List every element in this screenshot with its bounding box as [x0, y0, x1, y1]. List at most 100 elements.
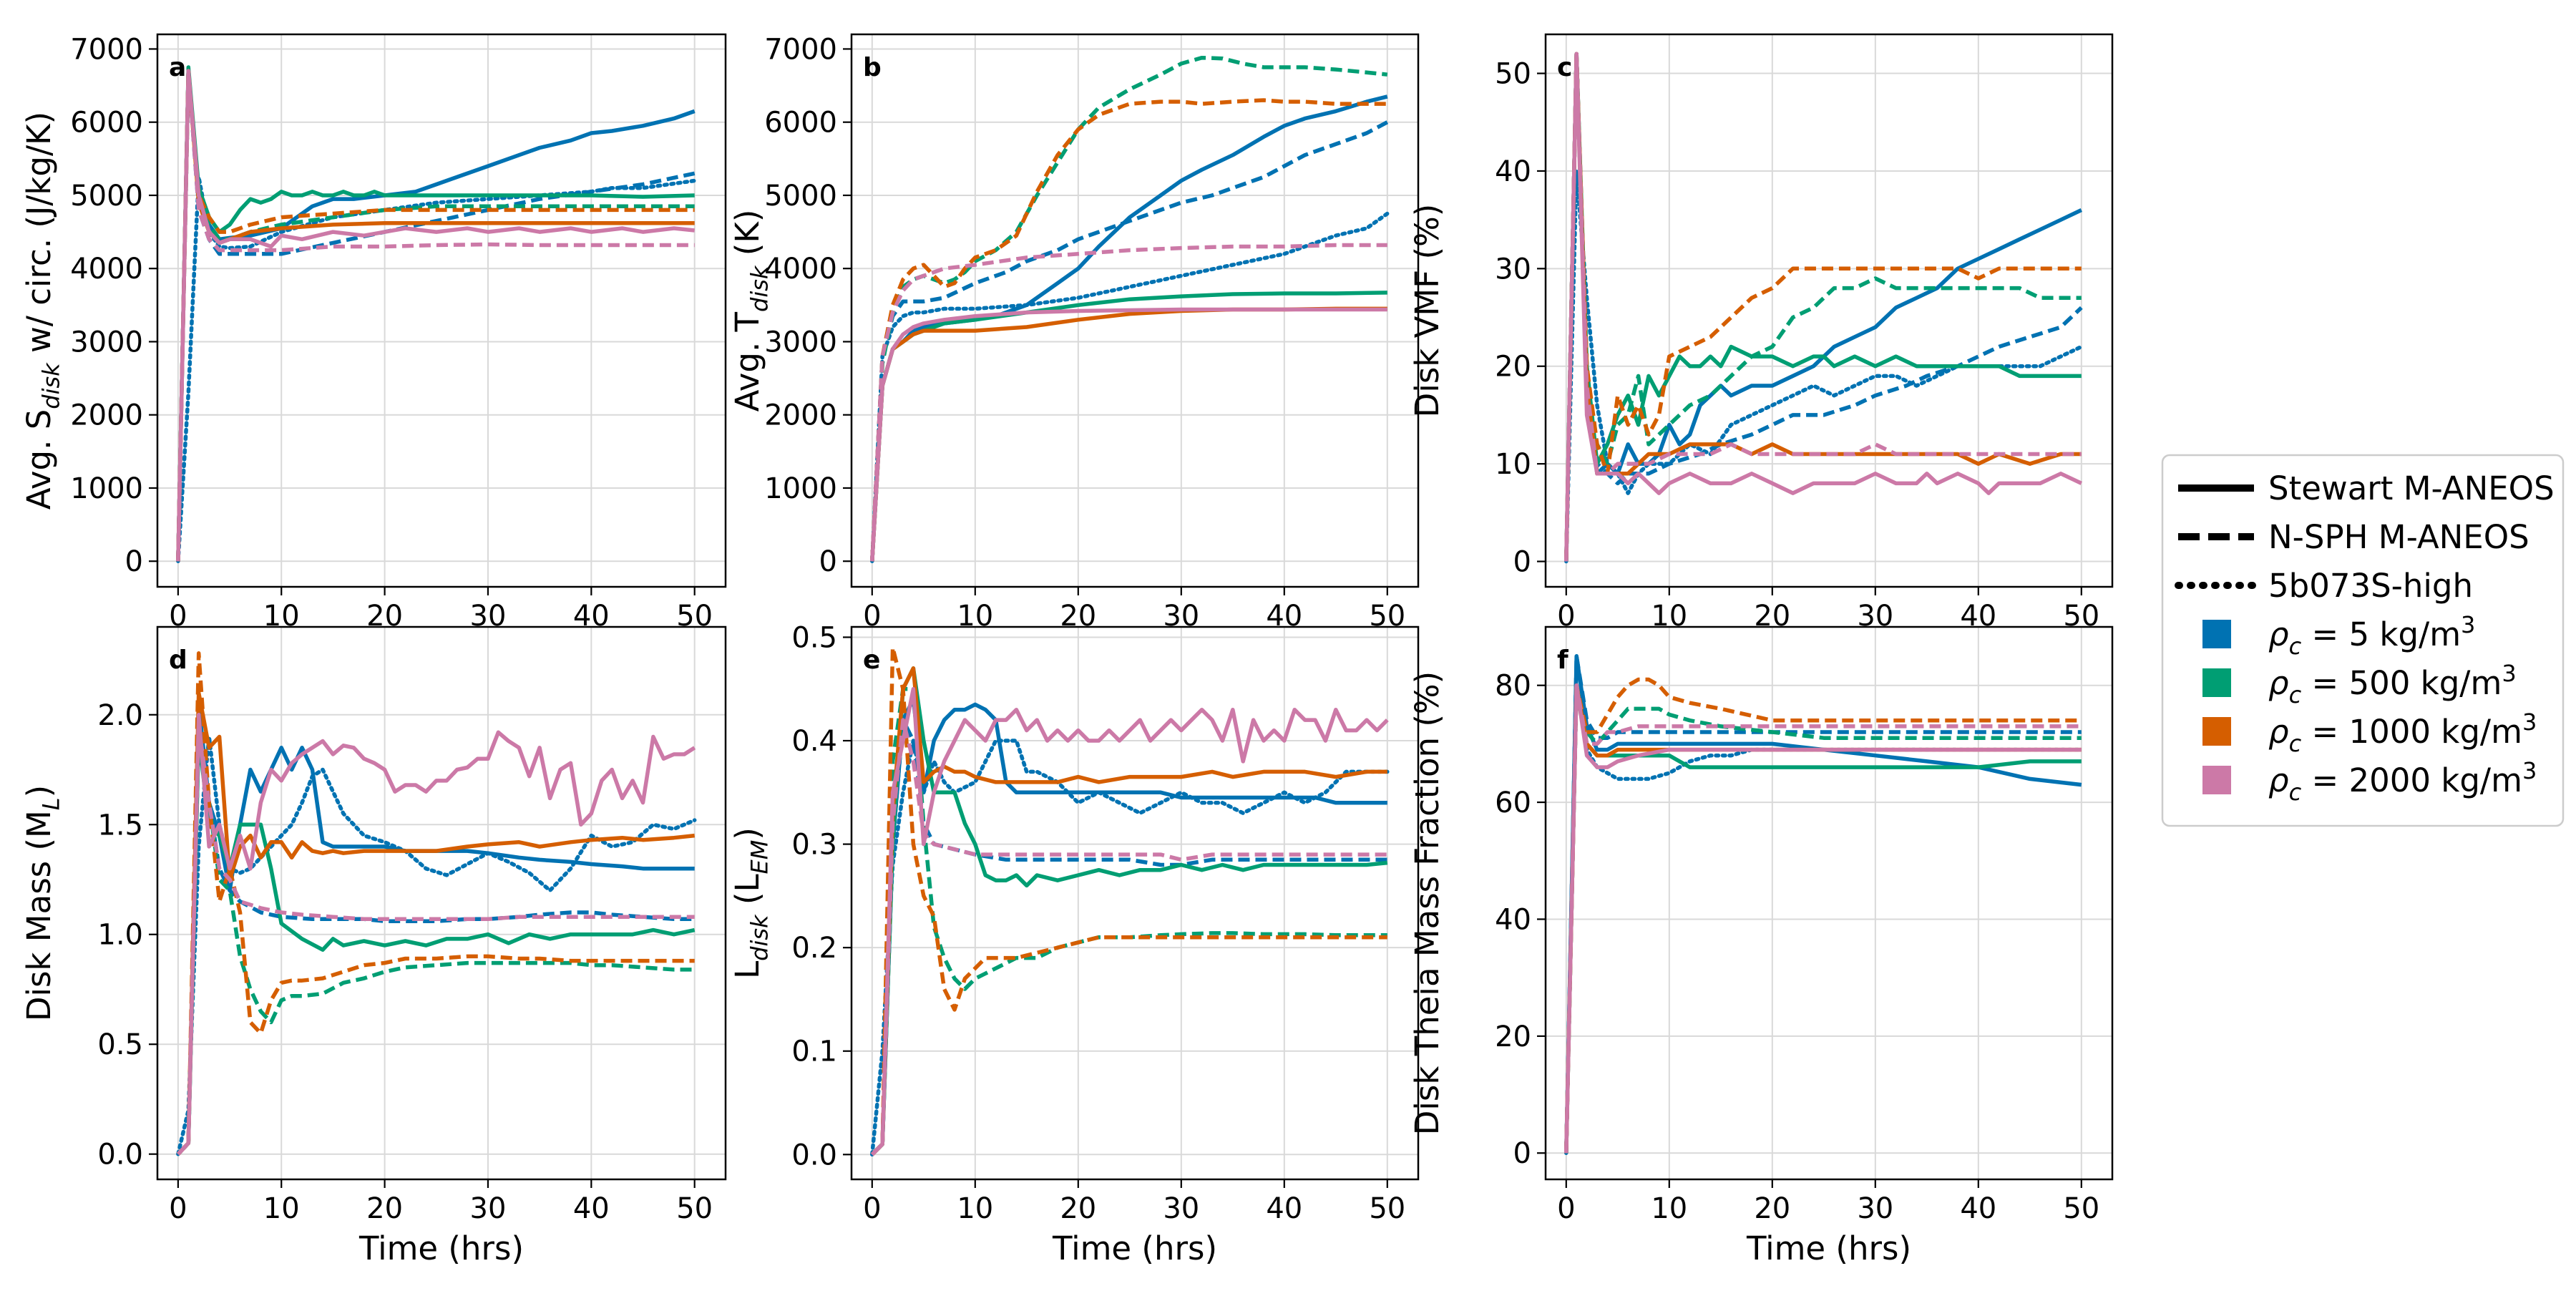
- legend-entry: ρc = 2000 kg/m3: [2202, 757, 2537, 806]
- panels: 0 10 20 30 40 5001000200030004000500060007000…: [20, 33, 2114, 1267]
- x-tick-label: 30: [1857, 1192, 1893, 1225]
- y-tick-label: 0.4: [791, 725, 837, 758]
- series-line-rho_2000-solid: [870, 686, 1389, 1156]
- y-axis-label: Disk VMF (%): [1408, 204, 1446, 418]
- legend-color-swatch: [2202, 717, 2231, 746]
- series-line-rho_2000-solid: [1564, 52, 2082, 562]
- y-tick-label: 0.1: [791, 1036, 837, 1068]
- y-tick-label: 20: [1495, 351, 1531, 384]
- y-tick-label: 0.2: [791, 932, 837, 965]
- x-tick-label: 50: [676, 1192, 713, 1225]
- series-line-rho_5-solid: [1564, 52, 2082, 562]
- series-line-rho_2000-solid: [176, 69, 695, 562]
- series-line-rho_2000-dashed: [1564, 52, 2082, 562]
- x-tick-label: 10: [957, 1192, 993, 1225]
- series-line-rho_5-dashed: [870, 718, 1387, 1156]
- legend-entry: ρc = 1000 kg/m3: [2202, 708, 2537, 757]
- y-tick-label: 40: [1495, 903, 1531, 936]
- y-tick-label: 1000: [70, 472, 143, 505]
- y-tick-label: 50: [1495, 58, 1531, 91]
- y-tick-label: 0.0: [97, 1139, 143, 1171]
- x-tick-label: 20: [1060, 1192, 1096, 1225]
- y-tick-label: 0: [1513, 1137, 1531, 1170]
- x-tick-label: 0: [1557, 1192, 1575, 1225]
- y-tick-label: 0.5: [97, 1028, 143, 1061]
- series-line-rho_5-dotted: [176, 734, 697, 1156]
- panel-letter: a: [169, 53, 186, 82]
- series-line-rho_2000-dashed: [176, 724, 695, 1156]
- series-line-rho_2000-dashed: [870, 243, 1387, 562]
- series-group: [1564, 52, 2084, 564]
- y-tick-label: 5000: [764, 180, 837, 213]
- panel-letter: f: [1557, 646, 1568, 675]
- y-tick-label: 3000: [764, 326, 837, 359]
- y-axis-label: Ldisk (LEM): [728, 827, 774, 979]
- y-axis-label: Disk Theia Mass Fraction (%): [1408, 671, 1446, 1135]
- plot-frame: [156, 33, 727, 588]
- legend-label: ρc = 500 kg/m3: [2268, 660, 2517, 708]
- y-tick-label: 2000: [764, 399, 837, 432]
- series-group: [870, 646, 1390, 1157]
- series-line-rho_500-solid: [176, 65, 695, 562]
- x-tick-label: 0: [169, 1192, 187, 1225]
- series-line-rho_2000-dashed: [870, 718, 1387, 1156]
- x-tick-label: 20: [366, 1192, 403, 1225]
- panel-d: 0 10 20 30 40 50 0.0 0.5 1.0 1.5 2.0 d Disk Mass (ML…: [20, 625, 727, 1267]
- x-tick-label: 30: [470, 1192, 507, 1225]
- series-line-rho_500-solid: [870, 666, 1388, 1156]
- plot-frame: [1544, 625, 2114, 1181]
- series-line-rho_5-solid: [870, 94, 1388, 562]
- y-axis-label: Avg. Tdisk (K): [728, 210, 774, 412]
- series-line-rho_2000-solid: [870, 307, 1387, 562]
- y-tick-label: 60: [1495, 786, 1531, 819]
- series-group: [1564, 654, 2084, 1155]
- y-tick-label: 30: [1495, 253, 1531, 286]
- x-tick-label: 50: [1369, 1192, 1405, 1225]
- series-line-rho_500-dashed: [176, 69, 695, 562]
- series-line-rho_1000-dashed: [176, 69, 695, 562]
- legend-label: ρc = 1000 kg/m3: [2268, 708, 2537, 757]
- series-line-rho_1000-dashed: [1564, 52, 2082, 562]
- y-tick-label: 0: [125, 545, 143, 578]
- y-tick-label: 0: [1513, 546, 1531, 579]
- y-tick-label: 1.5: [97, 809, 143, 842]
- y-tick-label: 0.0: [791, 1139, 837, 1171]
- y-tick-label: 20: [1495, 1020, 1531, 1053]
- x-axis-label: Time (hrs): [358, 1229, 524, 1267]
- series-line-rho_2000-solid: [1564, 683, 2082, 1154]
- series-line-rho_500-dashed: [870, 686, 1387, 1156]
- y-tick-label: 40: [1495, 155, 1531, 188]
- panel-letter: c: [1557, 53, 1572, 82]
- series-line-rho_1000-dashed: [870, 98, 1387, 562]
- y-tick-label: 6000: [70, 107, 143, 140]
- x-axis-label: Time (hrs): [1746, 1229, 1911, 1267]
- y-tick-label: 0.5: [791, 621, 837, 654]
- y-tick-label: 4000: [764, 253, 837, 286]
- legend: Stewart M-ANEOS N-SPH M-ANEOS 5b073S-high ρ…: [2161, 454, 2565, 827]
- plot-frame: [850, 625, 1420, 1181]
- legend-entry: N-SPH M-ANEOS: [2178, 518, 2529, 556]
- y-tick-label: 2000: [70, 399, 143, 432]
- panel-e: 0 10 20 30 40 50 0.0 0.1 0.2 0.3 0.4 0.5 e Ldisk (LEM…: [728, 621, 1420, 1267]
- legend-entry: Stewart M-ANEOS: [2178, 469, 2555, 507]
- legend-entry: ρc = 5 kg/m3: [2202, 611, 2475, 660]
- y-tick-label: 6000: [764, 107, 837, 140]
- x-tick-label: 40: [1266, 1192, 1302, 1225]
- x-tick-label: 50: [2063, 1192, 2099, 1225]
- y-axis-label: Disk Mass (ML): [20, 785, 65, 1021]
- y-tick-label: 5000: [70, 180, 143, 213]
- x-tick-label: 40: [573, 1192, 610, 1225]
- series-line-rho_5-dashed: [1564, 654, 2082, 1154]
- x-axis-label: Time (hrs): [1052, 1229, 1217, 1267]
- panel-letter: e: [863, 646, 880, 675]
- plot-frame: [850, 33, 1420, 588]
- legend-label: N-SPH M-ANEOS: [2268, 518, 2529, 556]
- x-tick-label: 0: [863, 1192, 881, 1225]
- plot-frame: [156, 625, 727, 1181]
- y-tick-label: 1.0: [97, 919, 143, 952]
- series-line-rho_1000-dashed: [1564, 677, 2082, 1154]
